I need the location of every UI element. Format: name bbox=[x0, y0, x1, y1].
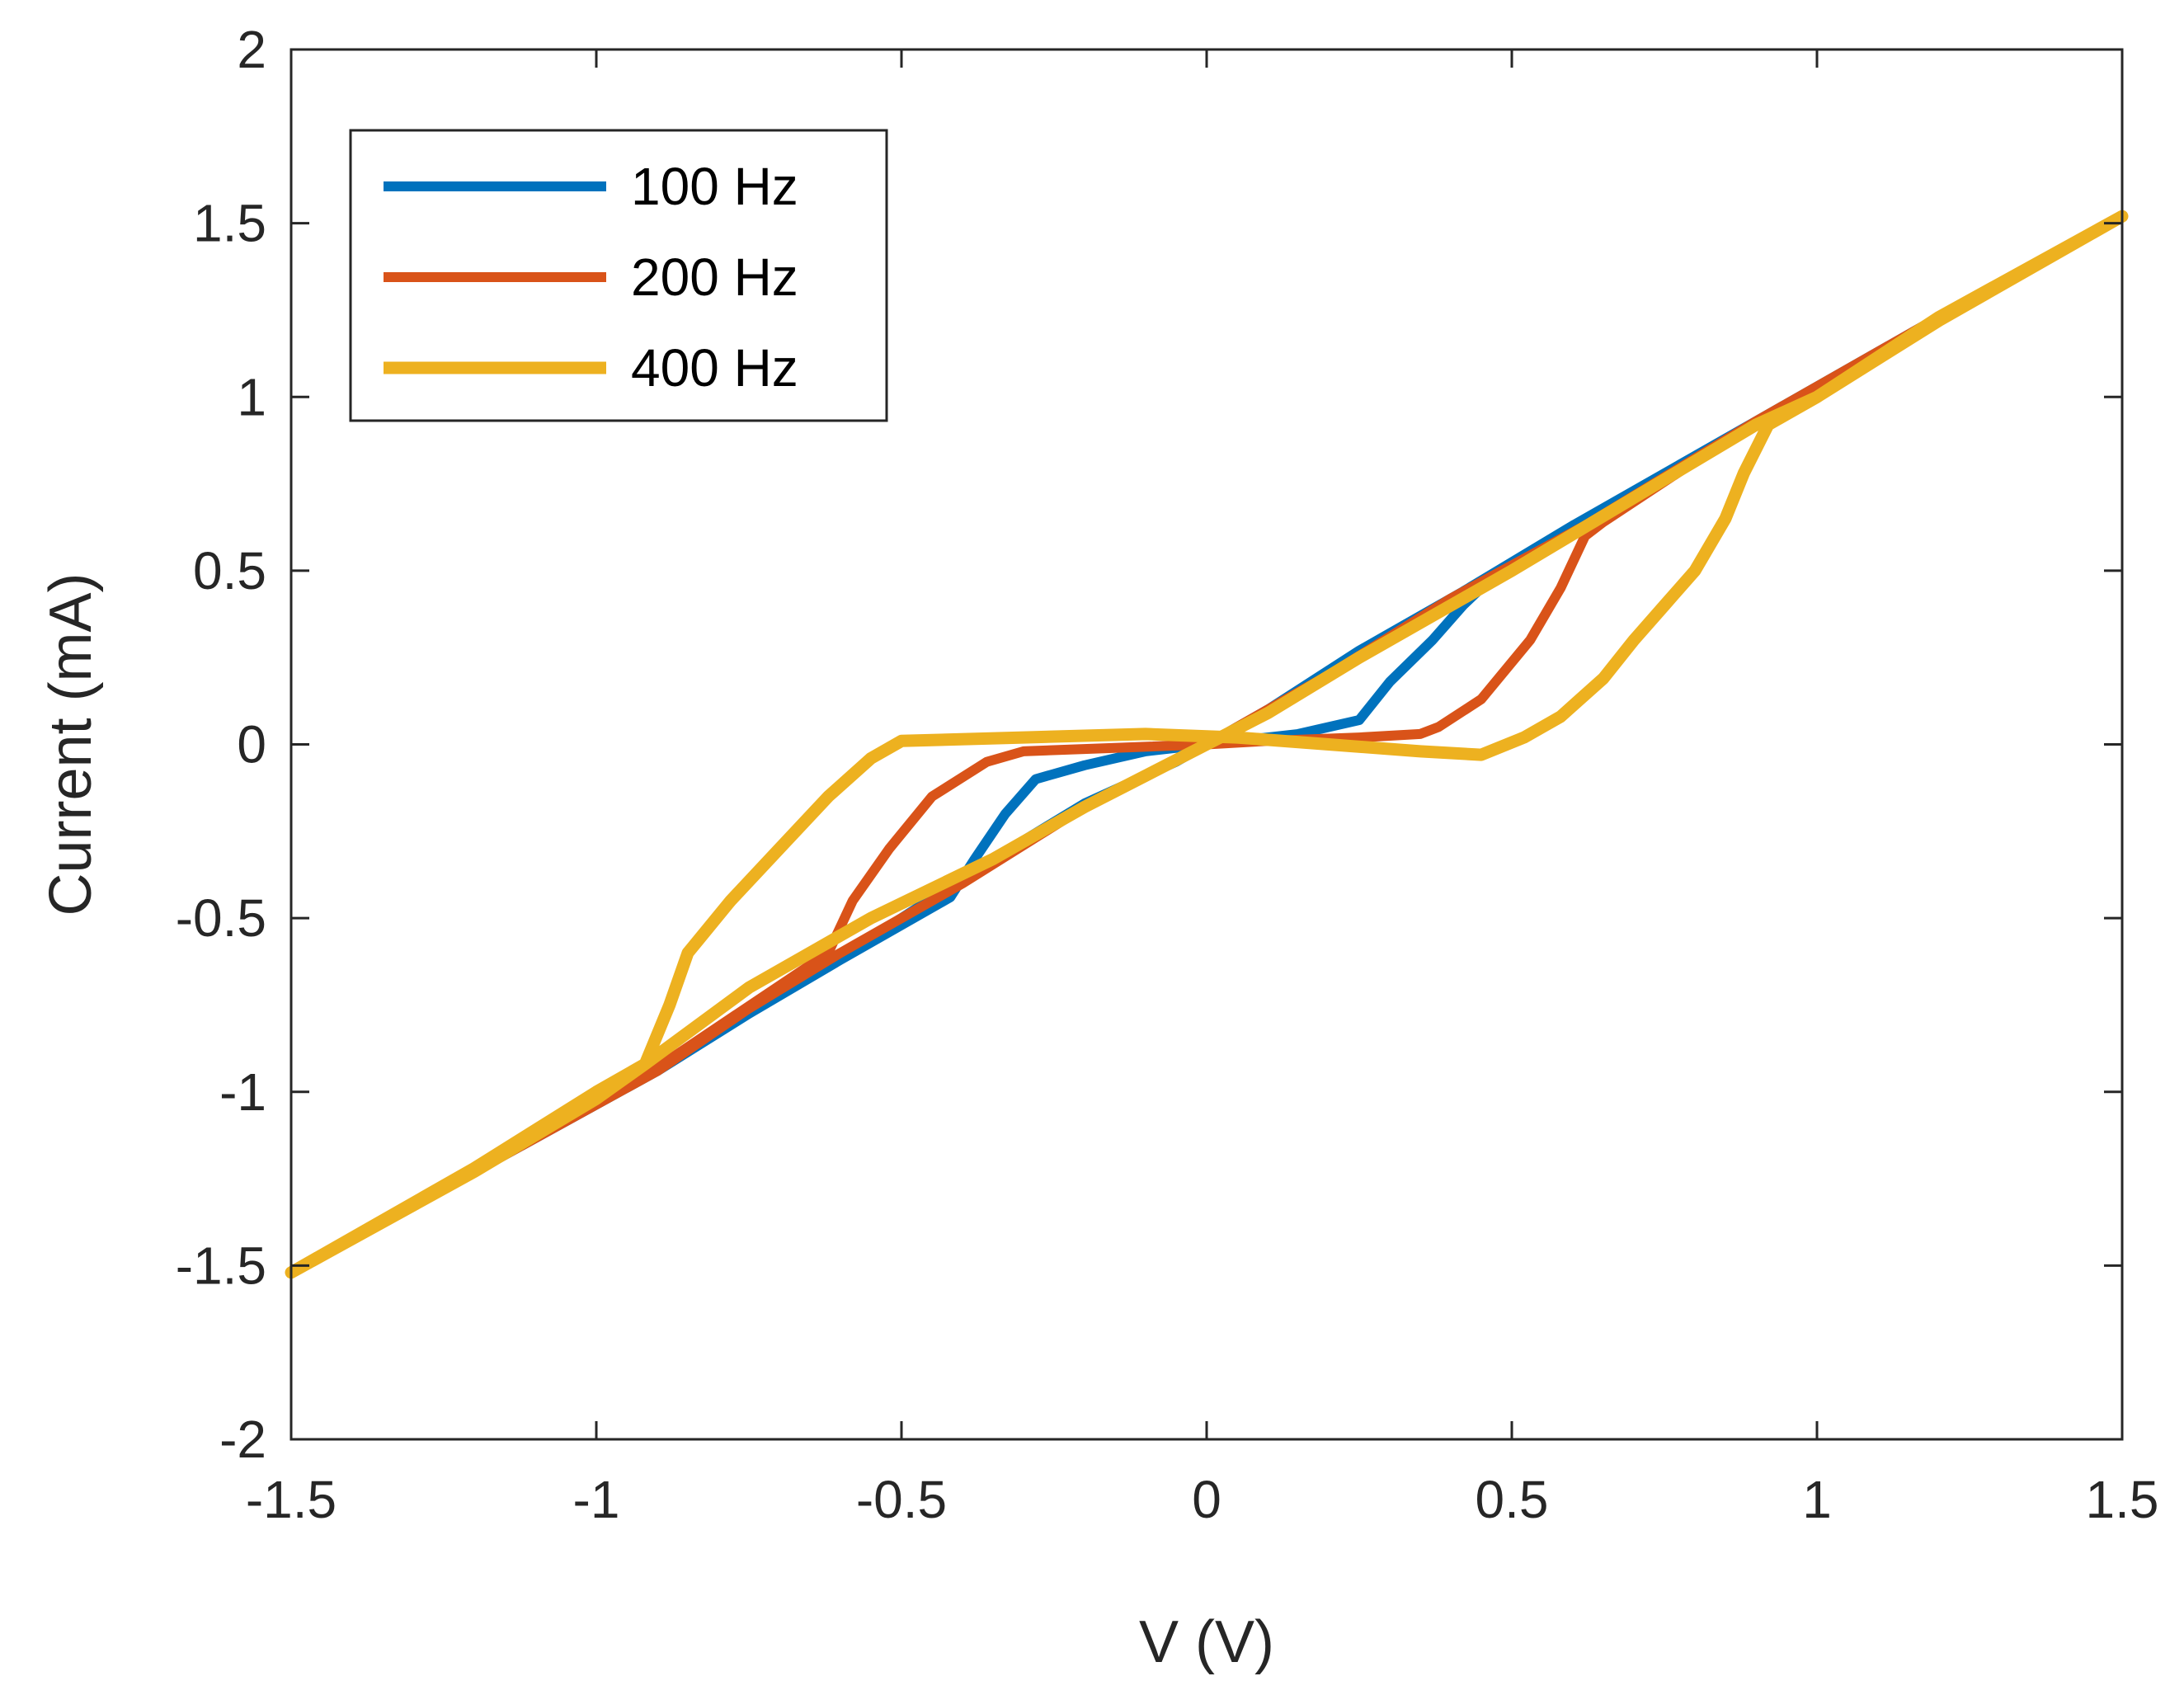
y-tick-label: 1 bbox=[237, 367, 266, 426]
x-tick-label: -1.5 bbox=[246, 1470, 337, 1529]
y-tick-label: -2 bbox=[219, 1410, 266, 1469]
y-tick-label: -0.5 bbox=[176, 888, 266, 948]
legend-label-100-hz: 100 Hz bbox=[631, 157, 798, 216]
x-tick-label: -0.5 bbox=[856, 1470, 947, 1529]
y-tick-label: 1.5 bbox=[193, 194, 266, 253]
x-tick-label: 1.5 bbox=[2086, 1470, 2159, 1529]
legend-label-400-hz: 400 Hz bbox=[631, 338, 798, 398]
x-axis-label: V (V) bbox=[1139, 1609, 1274, 1675]
x-tick-label: 0 bbox=[1192, 1470, 1221, 1529]
y-tick-label: 0.5 bbox=[193, 541, 266, 600]
x-tick-label: 1 bbox=[1802, 1470, 1832, 1529]
x-tick-label: 0.5 bbox=[1476, 1470, 1549, 1529]
legend-label-200-hz: 200 Hz bbox=[631, 247, 798, 307]
legend: 100 Hz 200 Hz 400 Hz bbox=[349, 129, 888, 422]
x-tick-label: -1 bbox=[573, 1470, 620, 1529]
series-line-400-hz bbox=[285, 210, 2129, 1279]
ticks-layer: -1.5 -1 -0.5 0 0.5 1 1.5-2-1.5-1-0.500.511.52 bbox=[176, 20, 2159, 1529]
y-axis-label: Current (mA) bbox=[38, 572, 104, 916]
y-tick-label: 0 bbox=[237, 715, 266, 775]
y-tick-label: -1 bbox=[219, 1062, 266, 1122]
y-tick-label: 2 bbox=[237, 20, 266, 79]
series-layer bbox=[285, 210, 2129, 1279]
y-tick-label: -1.5 bbox=[176, 1236, 266, 1295]
